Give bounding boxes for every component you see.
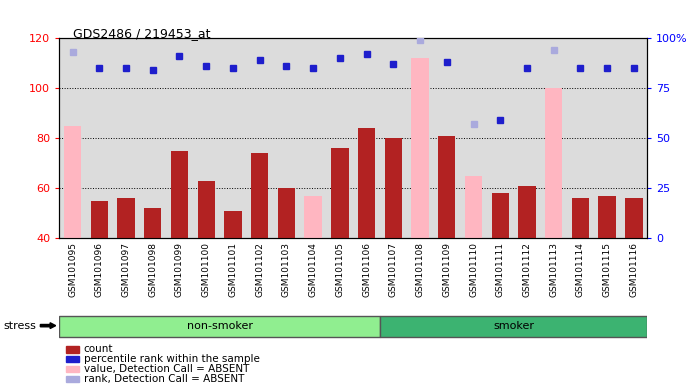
Bar — [599, 195, 616, 238]
Bar — [278, 188, 295, 238]
Text: GSM101101: GSM101101 — [228, 242, 237, 297]
Bar — [438, 136, 455, 238]
Text: GSM101106: GSM101106 — [362, 242, 371, 297]
Text: GDS2486 / 219453_at: GDS2486 / 219453_at — [73, 27, 211, 40]
Text: GSM101097: GSM101097 — [122, 242, 130, 297]
Bar — [59, 316, 380, 337]
Bar — [491, 193, 509, 238]
Text: smoker: smoker — [493, 321, 534, 331]
Text: GSM101114: GSM101114 — [576, 242, 585, 296]
Bar — [224, 210, 242, 238]
Bar — [358, 128, 375, 238]
Bar — [625, 198, 642, 238]
Text: GSM101099: GSM101099 — [175, 242, 184, 297]
Text: GSM101095: GSM101095 — [68, 242, 77, 297]
Text: percentile rank within the sample: percentile rank within the sample — [84, 354, 260, 364]
Bar — [171, 151, 188, 238]
Text: GSM101109: GSM101109 — [442, 242, 451, 297]
Text: rank, Detection Call = ABSENT: rank, Detection Call = ABSENT — [84, 374, 244, 384]
Text: GSM101100: GSM101100 — [202, 242, 211, 297]
Text: GSM101110: GSM101110 — [469, 242, 478, 297]
Bar — [571, 198, 589, 238]
Bar — [118, 198, 135, 238]
Text: GSM101104: GSM101104 — [308, 242, 317, 296]
Bar — [519, 186, 536, 238]
Bar — [465, 176, 482, 238]
Text: GSM101111: GSM101111 — [496, 242, 505, 297]
Text: GSM101102: GSM101102 — [255, 242, 264, 296]
Bar — [251, 153, 269, 238]
Bar — [380, 316, 647, 337]
Text: GSM101107: GSM101107 — [389, 242, 398, 297]
Text: GSM101096: GSM101096 — [95, 242, 104, 297]
Bar — [545, 88, 562, 238]
Bar — [304, 195, 322, 238]
Text: non-smoker: non-smoker — [187, 321, 253, 331]
Text: count: count — [84, 344, 113, 354]
Bar — [411, 58, 429, 238]
Text: GSM101103: GSM101103 — [282, 242, 291, 297]
Bar — [198, 180, 215, 238]
Text: GSM101113: GSM101113 — [549, 242, 558, 297]
Bar — [385, 138, 402, 238]
Bar — [144, 208, 161, 238]
Text: GSM101105: GSM101105 — [335, 242, 345, 297]
Text: GSM101116: GSM101116 — [629, 242, 638, 297]
Bar — [64, 126, 81, 238]
Text: GSM101098: GSM101098 — [148, 242, 157, 297]
Bar — [90, 200, 108, 238]
Text: GSM101115: GSM101115 — [603, 242, 612, 297]
Text: stress: stress — [3, 321, 36, 331]
Text: GSM101108: GSM101108 — [416, 242, 425, 297]
Bar — [331, 148, 349, 238]
Text: GSM101112: GSM101112 — [523, 242, 532, 296]
Text: value, Detection Call = ABSENT: value, Detection Call = ABSENT — [84, 364, 249, 374]
